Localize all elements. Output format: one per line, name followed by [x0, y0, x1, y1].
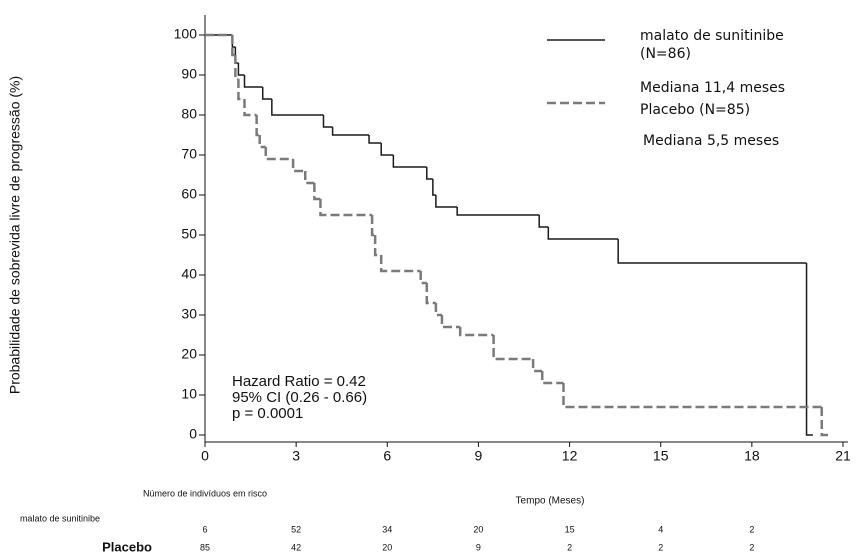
risk-value: 2 [658, 542, 663, 552]
survival-step [440, 315, 461, 329]
survival-step [426, 167, 433, 180]
survival-step [264, 147, 294, 161]
survival-step [379, 255, 421, 273]
survival-step [456, 207, 540, 216]
survival-step [538, 215, 549, 228]
y-tick-label: 80 [181, 106, 197, 122]
risk-value: 2 [749, 524, 754, 534]
survival-step [434, 303, 442, 317]
risk-value: 52 [291, 524, 301, 534]
survival-step [531, 359, 543, 373]
annotation: p = 0.0001 [232, 405, 303, 422]
survival-step [617, 239, 807, 264]
risk-value: 34 [382, 524, 392, 534]
risk-value: 20 [473, 524, 483, 534]
y-tick-label: 40 [181, 266, 197, 282]
survival-step [261, 87, 272, 100]
risk-value: 42 [291, 542, 301, 552]
risk-row-label: Placebo [102, 539, 152, 554]
survival-step [243, 75, 263, 88]
survival-step [304, 171, 315, 185]
y-tick-label: 90 [181, 66, 197, 82]
y-axis-label: Probabilidade de sobrevida livre de prog… [7, 76, 23, 394]
x-tick-label: 12 [562, 448, 578, 464]
y-tick-label: 20 [181, 346, 197, 362]
legend-label: Placebo (N=85) [640, 102, 751, 118]
risk-value: 9 [476, 542, 481, 552]
survival-step [243, 99, 257, 117]
survival-step [458, 327, 494, 337]
survival-step [432, 179, 436, 196]
survival-step [370, 215, 376, 237]
x-tick-label: 9 [475, 448, 483, 464]
survival-step [237, 63, 245, 76]
risk-value: 85 [200, 542, 210, 552]
survival-step [231, 35, 236, 57]
risk-row-label: malato de sunitinibe [20, 513, 100, 523]
survival-step [258, 135, 266, 149]
survival-step [540, 371, 564, 385]
y-tick-label: 60 [181, 186, 197, 202]
x-tick-label: 21 [835, 448, 851, 464]
survival-step [331, 127, 370, 136]
survival-step [237, 79, 245, 101]
survival-step [319, 199, 373, 217]
survival-step [255, 115, 260, 137]
risk-value: 2 [567, 542, 572, 552]
survival-step [380, 143, 394, 156]
survival-step [291, 159, 306, 173]
risk-value: 6 [202, 524, 207, 534]
y-tick-label: 0 [189, 426, 197, 442]
survival-step [392, 155, 427, 168]
x-axis-label: Tempo (Meses) [516, 496, 585, 507]
risk-value: 2 [749, 542, 754, 552]
survival-step [271, 99, 324, 116]
annotation: Hazard Ratio = 0.42 [232, 373, 366, 390]
survival-step [368, 135, 382, 144]
x-tick-label: 18 [744, 448, 760, 464]
x-tick-label: 0 [201, 448, 209, 464]
x-tick-label: 3 [292, 448, 300, 464]
survival-step [492, 335, 534, 361]
y-tick-label: 70 [181, 146, 197, 162]
survival-step [419, 271, 427, 285]
survival-step [435, 195, 458, 208]
annotation: 95% CI (0.26 - 0.66) [232, 389, 367, 406]
y-tick-label: 10 [181, 386, 197, 402]
survival-step [547, 227, 619, 240]
risk-table-title: Número de indivíduos em risco [143, 488, 267, 498]
risk-value: 20 [382, 542, 392, 552]
legend-label: malato de sunitinibe (N=86) [640, 28, 784, 62]
survival-step [820, 407, 829, 437]
risk-value: 15 [565, 524, 575, 534]
survival-step [425, 283, 436, 305]
y-tick-label: 50 [181, 226, 197, 242]
survival-step [805, 263, 813, 436]
survival-step [313, 183, 321, 201]
legend-median: Mediana 11,4 meses [640, 80, 786, 96]
survival-step [322, 115, 333, 128]
x-tick-label: 6 [383, 448, 391, 464]
survival-step [562, 383, 822, 409]
y-tick-label: 30 [181, 306, 197, 322]
risk-value: 4 [658, 524, 663, 534]
y-tick-label: 100 [174, 26, 198, 42]
legend-median: Mediana 5,5 meses [643, 133, 780, 149]
x-tick-label: 15 [653, 448, 669, 464]
survival-step [373, 235, 382, 257]
